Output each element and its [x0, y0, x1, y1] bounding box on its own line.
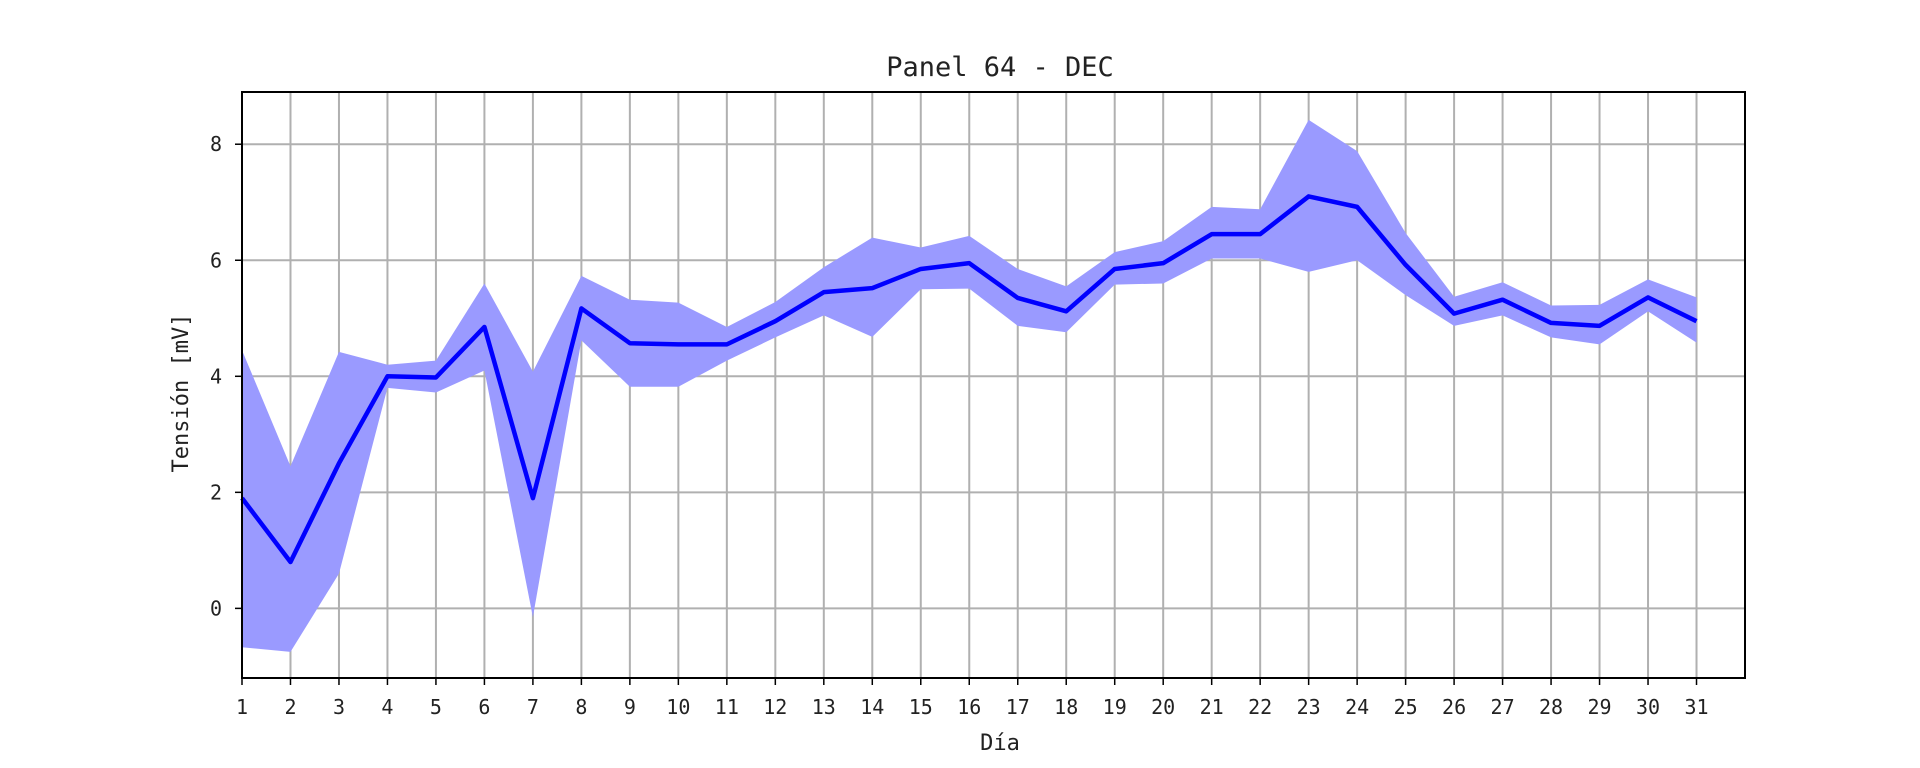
x-tick-label: 28 [1539, 695, 1563, 719]
x-tick-label: 21 [1200, 695, 1224, 719]
x-tick-label: 3 [333, 695, 345, 719]
x-tick-label: 22 [1248, 695, 1272, 719]
x-tick-label: 12 [763, 695, 787, 719]
x-tick-label: 4 [381, 695, 393, 719]
x-tick-label: 26 [1442, 695, 1466, 719]
x-tick-label: 23 [1297, 695, 1321, 719]
plot-frame [241, 91, 1746, 679]
y-axis-label: Tensión [mV] [169, 314, 194, 473]
x-tick-label: 31 [1684, 695, 1708, 719]
x-tick-label: 27 [1491, 695, 1515, 719]
y-axis-ticks: 0 2 4 6 8 [210, 132, 242, 620]
x-tick-label: 16 [957, 695, 981, 719]
x-tick-label: 24 [1345, 695, 1369, 719]
x-tick-label: 20 [1151, 695, 1175, 719]
x-tick-label: 13 [812, 695, 836, 719]
x-tick-label: 30 [1636, 695, 1660, 719]
x-tick-label: 18 [1054, 695, 1078, 719]
y-tick-label: 8 [210, 132, 222, 156]
chart-title: Panel 64 - DEC [886, 52, 1114, 83]
series-line [240, 194, 1698, 565]
y-tick-label: 4 [210, 364, 222, 388]
y-tick-label: 6 [210, 248, 222, 272]
x-tick-label: 25 [1394, 695, 1418, 719]
x-tick-label: 17 [1006, 695, 1030, 719]
x-tick-label: 8 [575, 695, 587, 719]
x-tick-label: 10 [666, 695, 690, 719]
x-tick-label: 9 [624, 695, 636, 719]
x-tick-label: 29 [1588, 695, 1612, 719]
range-band [242, 119, 1697, 652]
x-tick-label: 14 [860, 695, 884, 719]
x-tick-label: 6 [478, 695, 490, 719]
x-tick-label: 11 [715, 695, 739, 719]
x-axis-ticks: 1 2 3 4 5 6 7 8 9 10 11 12 13 14 15 16 17 18 19 20 21 22 23 24 2… [236, 678, 1709, 719]
x-tick-label: 1 [236, 695, 248, 719]
grid-lines [241, 92, 1745, 678]
x-tick-label: 5 [430, 695, 442, 719]
x-tick-label: 19 [1103, 695, 1127, 719]
x-tick-label: 15 [909, 695, 933, 719]
y-tick-label: 2 [210, 480, 222, 504]
y-tick-label: 0 [210, 596, 222, 620]
x-axis-label: Día [980, 731, 1020, 756]
x-tick-label: 2 [284, 695, 296, 719]
x-tick-label: 7 [527, 695, 539, 719]
